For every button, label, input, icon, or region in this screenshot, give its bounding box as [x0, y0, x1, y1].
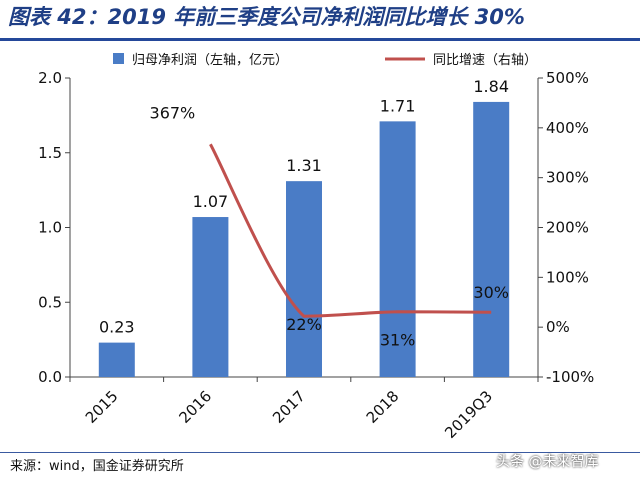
x-tick-label: 2018 [363, 387, 403, 427]
bar [98, 342, 135, 377]
legend-line-label: 同比增速（右轴） [433, 53, 537, 68]
right-tick-label: -100% [546, 368, 594, 386]
source-note: 来源：wind，国金证券研究所 [10, 459, 184, 474]
data-labels: 0.23 1.07 1.31 1.71 1.84 367% 22% 31% 30% [99, 77, 509, 350]
growth-line [209, 143, 492, 318]
chart-title: 图表 42：2019 年前三季度公司净利润同比增长 30% [8, 5, 525, 29]
source-divider [0, 452, 640, 453]
legend-bar-swatch [113, 53, 124, 64]
bar-data-label: 1.84 [473, 77, 509, 96]
right-tick-label: 200% [546, 219, 589, 237]
x-tick-label: 2016 [175, 387, 215, 427]
right-tick-label: 100% [546, 268, 589, 286]
left-tick-label: 1.0 [38, 219, 62, 237]
line-series [209, 143, 492, 318]
watermark: 头条 @未来智库 [496, 454, 599, 470]
bar-data-label: 1.07 [193, 192, 229, 211]
chart-legend: 归母净利润（左轴，亿元） 同比增速（右轴） [113, 53, 537, 68]
line-data-label: 30% [473, 283, 509, 302]
bar-data-label: 0.23 [99, 318, 135, 337]
x-tick-label: 2015 [82, 387, 122, 427]
x-tick-label: 2019Q3 [441, 387, 496, 442]
right-tick-label: 500% [546, 69, 589, 87]
left-tick-label: 2.0 [38, 69, 62, 87]
line-data-label: 367% [150, 103, 196, 122]
bar [473, 101, 510, 378]
bar [286, 181, 322, 377]
bar-data-label: 1.31 [286, 156, 322, 175]
title-divider [0, 38, 640, 41]
bar [379, 121, 416, 377]
right-tick-label: 300% [546, 169, 589, 187]
left-tick-label: 0.0 [38, 368, 62, 386]
left-tick-label: 0.5 [38, 293, 62, 311]
left-tick-label: 1.5 [38, 144, 62, 162]
bar-data-label: 1.71 [380, 96, 416, 115]
right-tick-label: 400% [546, 119, 589, 137]
combo-chart: 归母净利润（左轴，亿元） 同比增速（右轴） 0.0 0.5 1.0 1.5 2.0 -100… [38, 53, 594, 442]
line-data-label: 31% [380, 331, 416, 350]
x-tick-label: 2017 [269, 387, 309, 427]
line-data-label: 22% [286, 315, 322, 334]
bar-series [98, 101, 510, 378]
bar [192, 217, 229, 377]
right-tick-label: 0% [546, 318, 570, 336]
legend-bar-label: 归母净利润（左轴，亿元） [132, 53, 288, 68]
